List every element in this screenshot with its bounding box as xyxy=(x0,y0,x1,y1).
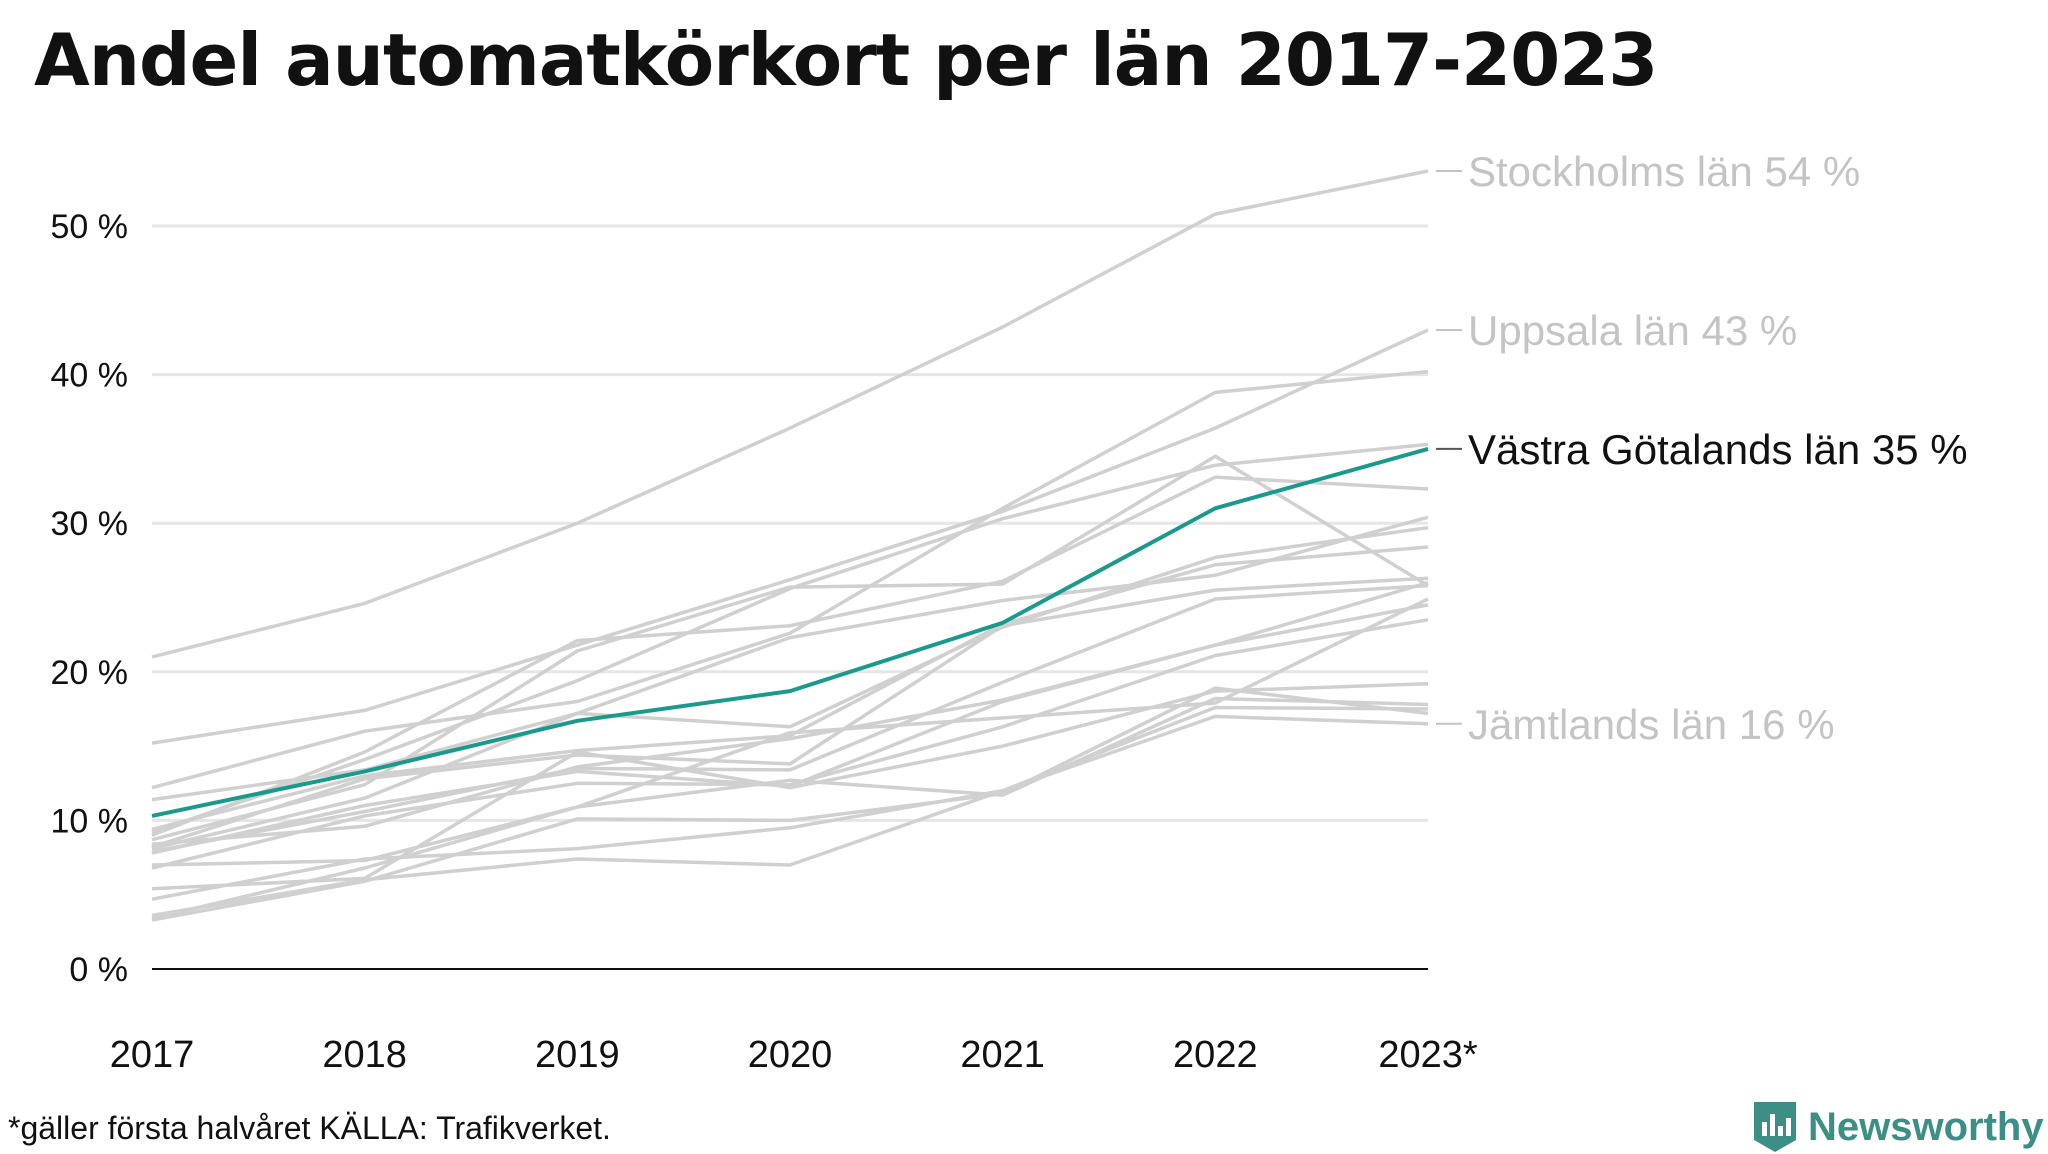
series-line-län-d xyxy=(151,454,1429,842)
x-tick-label: 2020 xyxy=(748,1034,833,1076)
y-tick-label: 40 % xyxy=(51,357,129,395)
x-tick-label: 2022 xyxy=(1173,1034,1258,1076)
series-end-labels: Stockholms län 54 % Uppsala län 43 % Västr… xyxy=(1436,148,1968,748)
x-tick-labels: 2017 2018 2019 2020 2021 2022 2023* xyxy=(110,1034,1478,1076)
series-end-label: Stockholms län 54 % xyxy=(1468,148,1860,195)
line-chart: 0 % 10 % 20 % 30 % 40 % 50 % 2017 2018 2019 2020… xyxy=(51,148,1968,1076)
series-line-län-g xyxy=(151,545,1429,831)
series-end-label: Uppsala län 43 % xyxy=(1468,307,1797,354)
series-line-län-q xyxy=(151,597,1429,867)
series-line-län-l xyxy=(151,618,1429,870)
series-line-län-i xyxy=(151,583,1429,854)
y-tick-label: 20 % xyxy=(51,654,129,692)
y-tick-labels: 0 % 10 % 20 % 30 % 40 % 50 % xyxy=(51,208,129,989)
series-line-län-a xyxy=(151,369,1429,790)
chart-title: Andel automatkörkort per län 2017-2023 xyxy=(34,18,1658,102)
x-tick-label: 2018 xyxy=(322,1034,407,1076)
series-end-label: Västra Götalands län 35 % xyxy=(1468,426,1968,473)
series-line-uppsala-län xyxy=(151,328,1429,745)
series-end-label: Jämtlands län 16 % xyxy=(1468,701,1835,748)
bar-chart-badge-icon xyxy=(1754,1102,1796,1152)
x-tick-label: 2019 xyxy=(535,1034,620,1076)
series-line-län-n xyxy=(151,696,1429,921)
brand-name: Newsworthy xyxy=(1808,1104,2044,1149)
series-line-västra-götalands-län xyxy=(151,446,1429,818)
gridlines xyxy=(152,224,1428,822)
series-line-län-h xyxy=(151,576,1429,849)
y-tick-label: 0 % xyxy=(69,951,128,989)
highlight-series-line xyxy=(151,446,1429,818)
x-tick-label: 2017 xyxy=(110,1034,195,1076)
y-tick-label: 10 % xyxy=(51,802,129,840)
brand-logo: Newsworthy xyxy=(1752,1100,2044,1154)
series-line-stockholms-län xyxy=(151,169,1429,659)
series-line-län-c xyxy=(151,475,1429,837)
y-tick-label: 50 % xyxy=(51,208,129,246)
series-line-län-p xyxy=(151,686,1429,922)
x-tick-label: 2023* xyxy=(1378,1034,1478,1076)
footnote-source: *gäller första halvåret KÄLLA: Trafikver… xyxy=(8,1110,611,1146)
background-series-lines xyxy=(151,169,1429,922)
y-tick-label: 30 % xyxy=(51,505,129,543)
series-line-län-e xyxy=(151,515,1429,851)
x-tick-label: 2021 xyxy=(960,1034,1045,1076)
